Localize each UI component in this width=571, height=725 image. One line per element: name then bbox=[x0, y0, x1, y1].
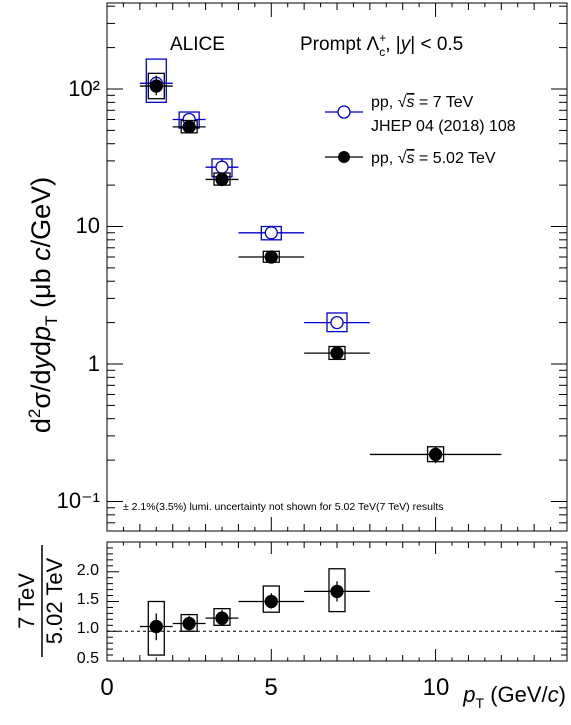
legend-marker-502tev bbox=[338, 151, 350, 163]
ratio-syst-box bbox=[147, 600, 165, 656]
series-502tev-point bbox=[149, 79, 163, 93]
series-7tev-point bbox=[330, 315, 344, 330]
ratio-syst-box bbox=[328, 568, 346, 613]
bottom-axis-ticks bbox=[106, 541, 568, 662]
ratio-point bbox=[330, 584, 344, 599]
legend-entry-7tev: pp, √s = 7 TeV JHEP 04 (2018) 108 bbox=[325, 94, 516, 135]
ratio-point bbox=[215, 611, 229, 625]
bottom-plot-area bbox=[107, 568, 567, 656]
top-plot-area bbox=[139, 58, 502, 464]
top-ytick-label: 10² bbox=[68, 76, 100, 101]
series-502tev-point bbox=[182, 120, 196, 134]
top-ytick-label: 1 bbox=[88, 351, 100, 376]
legend: pp, √s = 7 TeV JHEP 04 (2018) 108 pp, √s… bbox=[325, 94, 516, 167]
bottom-ytick-label: 1.0 bbox=[77, 620, 99, 637]
legend-entry-502tev: pp, √s = 5.02 TeV bbox=[325, 150, 496, 167]
main-annotation: Prompt Λ+ c, |y| < 0.5 bbox=[300, 31, 463, 59]
bottom-ytick-label: 1.5 bbox=[77, 591, 99, 608]
legend-label-502tev: pp, √s = 5.02 TeV bbox=[371, 150, 496, 167]
ratio-point bbox=[182, 616, 196, 631]
series-7tev-syst-box bbox=[145, 58, 167, 103]
ratio-point bbox=[149, 619, 163, 634]
series-502tev-point bbox=[264, 250, 278, 264]
xtick-label: 10 bbox=[423, 674, 450, 701]
legend-ref-7tev: JHEP 04 (2018) 108 bbox=[371, 118, 516, 135]
top-axis-ticks bbox=[106, 3, 568, 531]
legend-label-7tev: pp, √s = 7 TeV bbox=[371, 94, 474, 111]
series-7tev-point bbox=[264, 226, 278, 240]
ratio-denominator: 5.02 TeV bbox=[42, 557, 67, 644]
series-502tev-point bbox=[215, 172, 229, 187]
ratio-syst-box bbox=[262, 585, 280, 613]
top-panel-frame bbox=[106, 2, 568, 532]
x-axis-label: pT (GeV/c) bbox=[462, 682, 566, 711]
bottom-ytick-label: 2.0 bbox=[77, 562, 99, 579]
legend-marker-7tev bbox=[337, 105, 351, 119]
series-7tev-point bbox=[215, 160, 229, 174]
xtick-label: 0 bbox=[100, 674, 113, 701]
series-502tev-point bbox=[330, 346, 344, 360]
experiment-label: ALICE bbox=[170, 34, 225, 55]
bottom-ytick-label: 0.5 bbox=[77, 650, 99, 667]
lumi-annotation: ± 2.1%(3.5%) lumi. uncertainty not shown… bbox=[123, 501, 444, 513]
series-502tev-point bbox=[428, 447, 443, 462]
top-ytick-label: 10 bbox=[76, 213, 100, 238]
top-y-axis-label: d2σ/dydpT (μb c/GeV) bbox=[25, 177, 61, 433]
xtick-label: 5 bbox=[264, 674, 277, 701]
ratio-numerator: 7 TeV bbox=[14, 573, 39, 629]
ratio-point bbox=[264, 594, 278, 609]
bottom-y-axis-label: 7 TeV 5.02 TeV bbox=[14, 545, 67, 657]
top-ytick-label: 10⁻¹ bbox=[57, 488, 100, 513]
